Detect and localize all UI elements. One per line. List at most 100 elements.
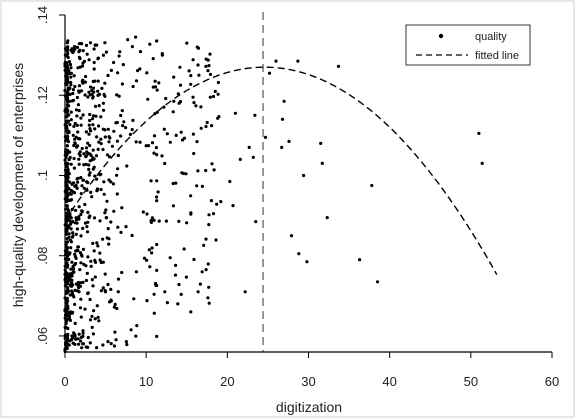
data-point [84, 130, 88, 134]
data-point [118, 50, 122, 54]
data-point [106, 227, 110, 231]
data-point [102, 180, 106, 184]
data-point [68, 222, 73, 226]
data-point [112, 209, 116, 213]
data-point [163, 161, 167, 166]
data-point [77, 55, 81, 59]
data-point [205, 120, 209, 125]
x-tick-label: 0 [61, 374, 68, 389]
data-point [65, 245, 69, 249]
data-point [74, 261, 78, 266]
data-point [75, 145, 79, 149]
data-point [84, 162, 88, 166]
data-point [75, 45, 80, 50]
data-point [99, 115, 103, 119]
data-point [81, 247, 85, 251]
data-point [109, 298, 113, 302]
data-point [144, 144, 148, 148]
y-tick-label: .14 [35, 6, 50, 24]
data-point [204, 168, 208, 173]
data-point [88, 41, 93, 45]
data-point [131, 84, 135, 89]
data-point [93, 79, 97, 83]
data-point [68, 123, 72, 127]
data-point [73, 302, 77, 306]
data-point [77, 205, 81, 209]
data-point [206, 69, 210, 73]
data-point [87, 123, 91, 127]
data-point [196, 169, 200, 173]
data-point [97, 319, 101, 323]
data-point [106, 282, 110, 287]
data-point [68, 276, 72, 280]
data-point [182, 247, 186, 251]
data-point [109, 220, 113, 224]
data-point [152, 218, 156, 222]
data-point [86, 220, 90, 224]
data-point [67, 316, 71, 320]
data-point [200, 270, 204, 274]
data-point [66, 208, 70, 212]
data-point [98, 258, 102, 262]
data-point [155, 179, 159, 183]
data-point [65, 165, 69, 169]
data-point [177, 219, 181, 223]
data-point [79, 89, 84, 93]
data-point [84, 43, 89, 48]
data-point [93, 275, 97, 279]
data-point [165, 132, 169, 136]
data-point [73, 288, 77, 292]
data-point [69, 162, 73, 166]
data-point [107, 140, 111, 144]
data-point [151, 57, 155, 61]
data-point [93, 127, 97, 131]
data-point [81, 280, 85, 284]
data-point [120, 206, 124, 210]
data-point [164, 219, 168, 223]
data-point [66, 304, 70, 308]
data-point [92, 216, 97, 220]
data-point [219, 200, 223, 204]
data-point [145, 212, 149, 216]
data-point [79, 234, 83, 238]
data-point [305, 260, 309, 264]
data-point [72, 156, 76, 161]
data-point [104, 216, 109, 220]
data-point [68, 180, 72, 184]
data-point [109, 68, 113, 72]
data-point [79, 176, 83, 180]
data-point [82, 262, 86, 266]
data-point [73, 342, 77, 346]
data-point [212, 168, 216, 172]
data-point [217, 115, 221, 119]
data-point [110, 144, 114, 148]
data-point [109, 287, 113, 291]
data-point [157, 81, 161, 85]
data-point [162, 105, 166, 109]
data-point [280, 117, 285, 121]
data-point [85, 230, 90, 234]
data-point [112, 129, 116, 133]
data-point [88, 93, 92, 97]
data-point [210, 162, 214, 166]
data-point [71, 293, 75, 297]
data-point [153, 79, 157, 83]
data-point [66, 80, 70, 84]
data-point [208, 72, 213, 76]
data-point [101, 53, 106, 57]
data-point [98, 219, 102, 223]
data-point [152, 311, 156, 315]
data-point [70, 278, 74, 282]
data-point [66, 162, 70, 166]
data-point [65, 190, 69, 194]
data-point [98, 251, 102, 255]
data-point [125, 342, 129, 347]
data-point [189, 74, 193, 78]
data-point [216, 80, 220, 85]
data-point [65, 95, 70, 100]
data-point [112, 60, 116, 65]
data-point [187, 69, 191, 73]
data-point [130, 45, 134, 49]
data-point [146, 97, 150, 101]
